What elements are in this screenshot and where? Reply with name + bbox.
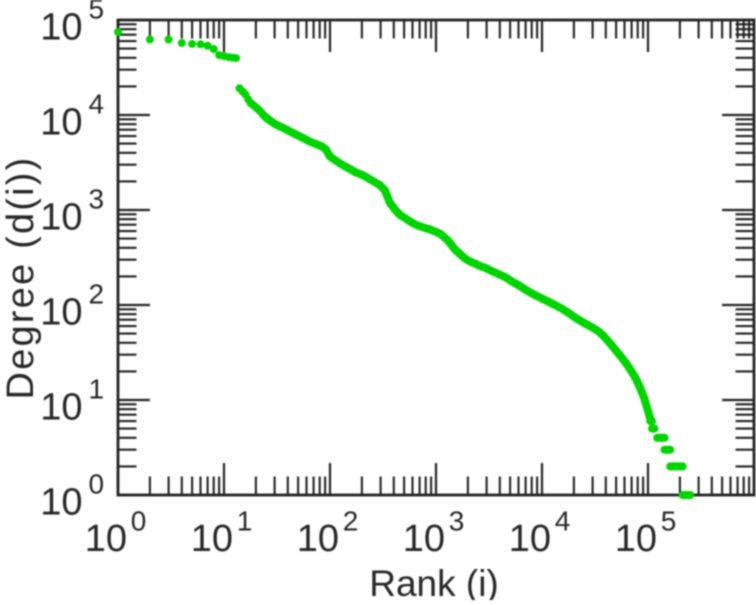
svg-text:Degree (d(i)): Degree (d(i)) [0, 156, 42, 400]
svg-text:10: 10 [85, 518, 127, 560]
svg-text:5: 5 [661, 506, 677, 537]
svg-text:10: 10 [191, 518, 233, 560]
svg-text:10: 10 [40, 482, 82, 524]
svg-text:10: 10 [40, 7, 82, 49]
svg-text:10: 10 [509, 518, 551, 560]
svg-text:10: 10 [40, 387, 82, 429]
svg-text:0: 0 [89, 469, 105, 500]
svg-text:3: 3 [449, 506, 465, 537]
svg-text:Rank (i): Rank (i) [369, 563, 499, 600]
svg-text:1: 1 [89, 374, 105, 405]
svg-text:2: 2 [89, 279, 105, 310]
svg-text:0: 0 [131, 506, 147, 537]
svg-text:5: 5 [89, 0, 105, 25]
svg-text:3: 3 [89, 184, 105, 215]
svg-text:4: 4 [89, 89, 105, 120]
svg-text:2: 2 [343, 506, 359, 537]
svg-text:10: 10 [40, 102, 82, 144]
svg-text:10: 10 [40, 197, 82, 239]
svg-text:10: 10 [297, 518, 339, 560]
svg-text:10: 10 [615, 518, 657, 560]
svg-text:4: 4 [555, 506, 571, 537]
svg-text:10: 10 [403, 518, 445, 560]
svg-text:1: 1 [237, 506, 253, 537]
svg-text:10: 10 [40, 292, 82, 334]
